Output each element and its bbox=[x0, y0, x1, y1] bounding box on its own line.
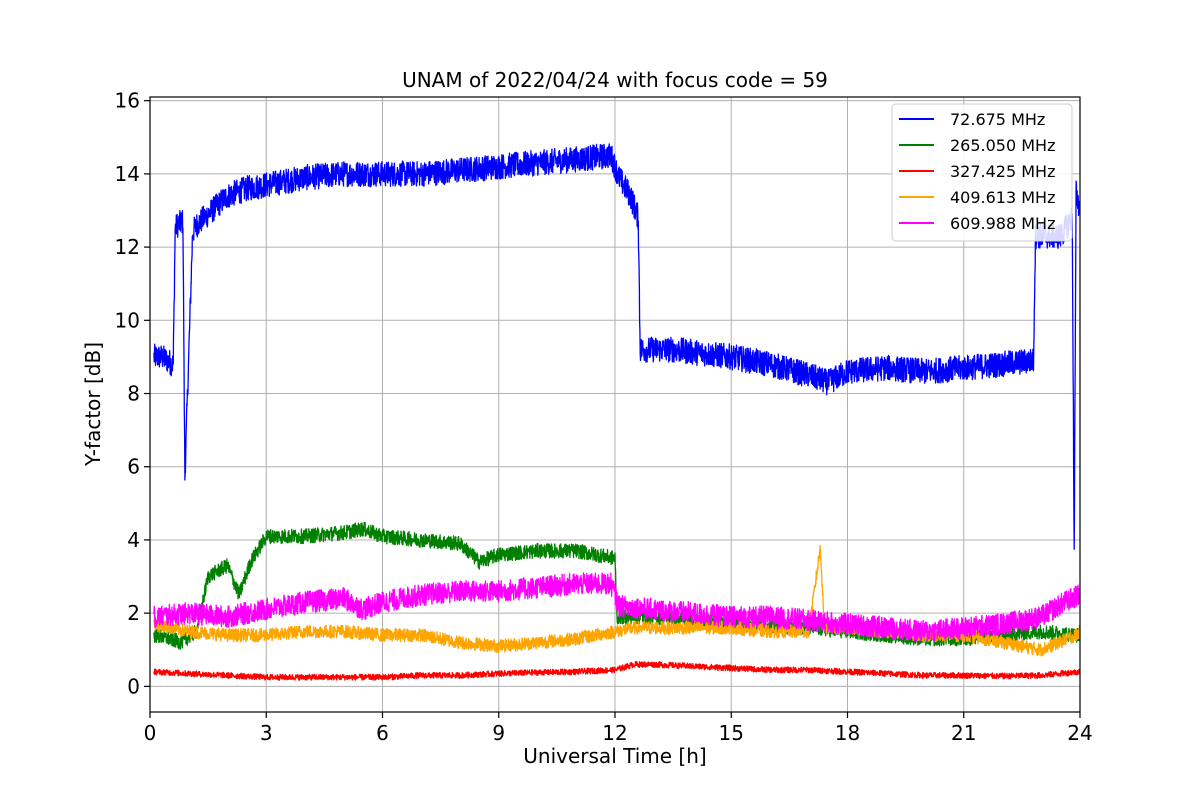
x-tick-label: 18 bbox=[835, 721, 860, 745]
y-axis-label: Y-factor [dB] bbox=[81, 342, 105, 467]
x-tick-label: 0 bbox=[144, 721, 157, 745]
x-tick-label: 15 bbox=[719, 721, 744, 745]
chart-title: UNAM of 2022/04/24 with focus code = 59 bbox=[402, 68, 828, 92]
legend-label: 265.050 MHz bbox=[950, 136, 1055, 155]
series-layer bbox=[153, 143, 1080, 681]
series-line-0 bbox=[153, 143, 1080, 550]
y-tick-label: 8 bbox=[127, 382, 140, 406]
x-tick-label: 12 bbox=[602, 721, 627, 745]
x-tick-label: 6 bbox=[376, 721, 389, 745]
y-tick-label: 0 bbox=[127, 674, 140, 698]
legend: 72.675 MHz 265.050 MHz 327.425 MHz 409.613 … bbox=[891, 103, 1073, 242]
legend-label: 72.675 MHz bbox=[950, 110, 1045, 129]
y-tick-label: 6 bbox=[127, 455, 140, 479]
legend-label: 609.988 MHz bbox=[950, 214, 1055, 233]
y-tick-label: 10 bbox=[115, 308, 140, 332]
series-line-4 bbox=[153, 572, 1080, 642]
y-tick-label: 12 bbox=[115, 235, 140, 259]
y-axis: 0 2 4 6 8 10 12 14 16 bbox=[115, 89, 150, 698]
x-axis: 0 3 6 9 12 15 18 21 24 bbox=[144, 712, 1093, 745]
y-tick-label: 14 bbox=[115, 162, 140, 186]
series-line-1 bbox=[153, 521, 1080, 650]
y-tick-label: 16 bbox=[115, 89, 140, 113]
y-tick-label: 4 bbox=[127, 528, 140, 552]
legend-label: 409.613 MHz bbox=[950, 188, 1055, 207]
x-tick-label: 9 bbox=[492, 721, 505, 745]
legend-label: 327.425 MHz bbox=[950, 162, 1055, 181]
series-line-3 bbox=[153, 544, 1080, 657]
x-tick-label: 24 bbox=[1067, 721, 1092, 745]
series-line-2 bbox=[153, 660, 1080, 681]
y-tick-label: 2 bbox=[127, 601, 140, 625]
x-axis-label: Universal Time [h] bbox=[523, 744, 706, 768]
x-tick-label: 21 bbox=[951, 721, 976, 745]
legend-box bbox=[891, 103, 1073, 242]
x-tick-label: 3 bbox=[260, 721, 273, 745]
